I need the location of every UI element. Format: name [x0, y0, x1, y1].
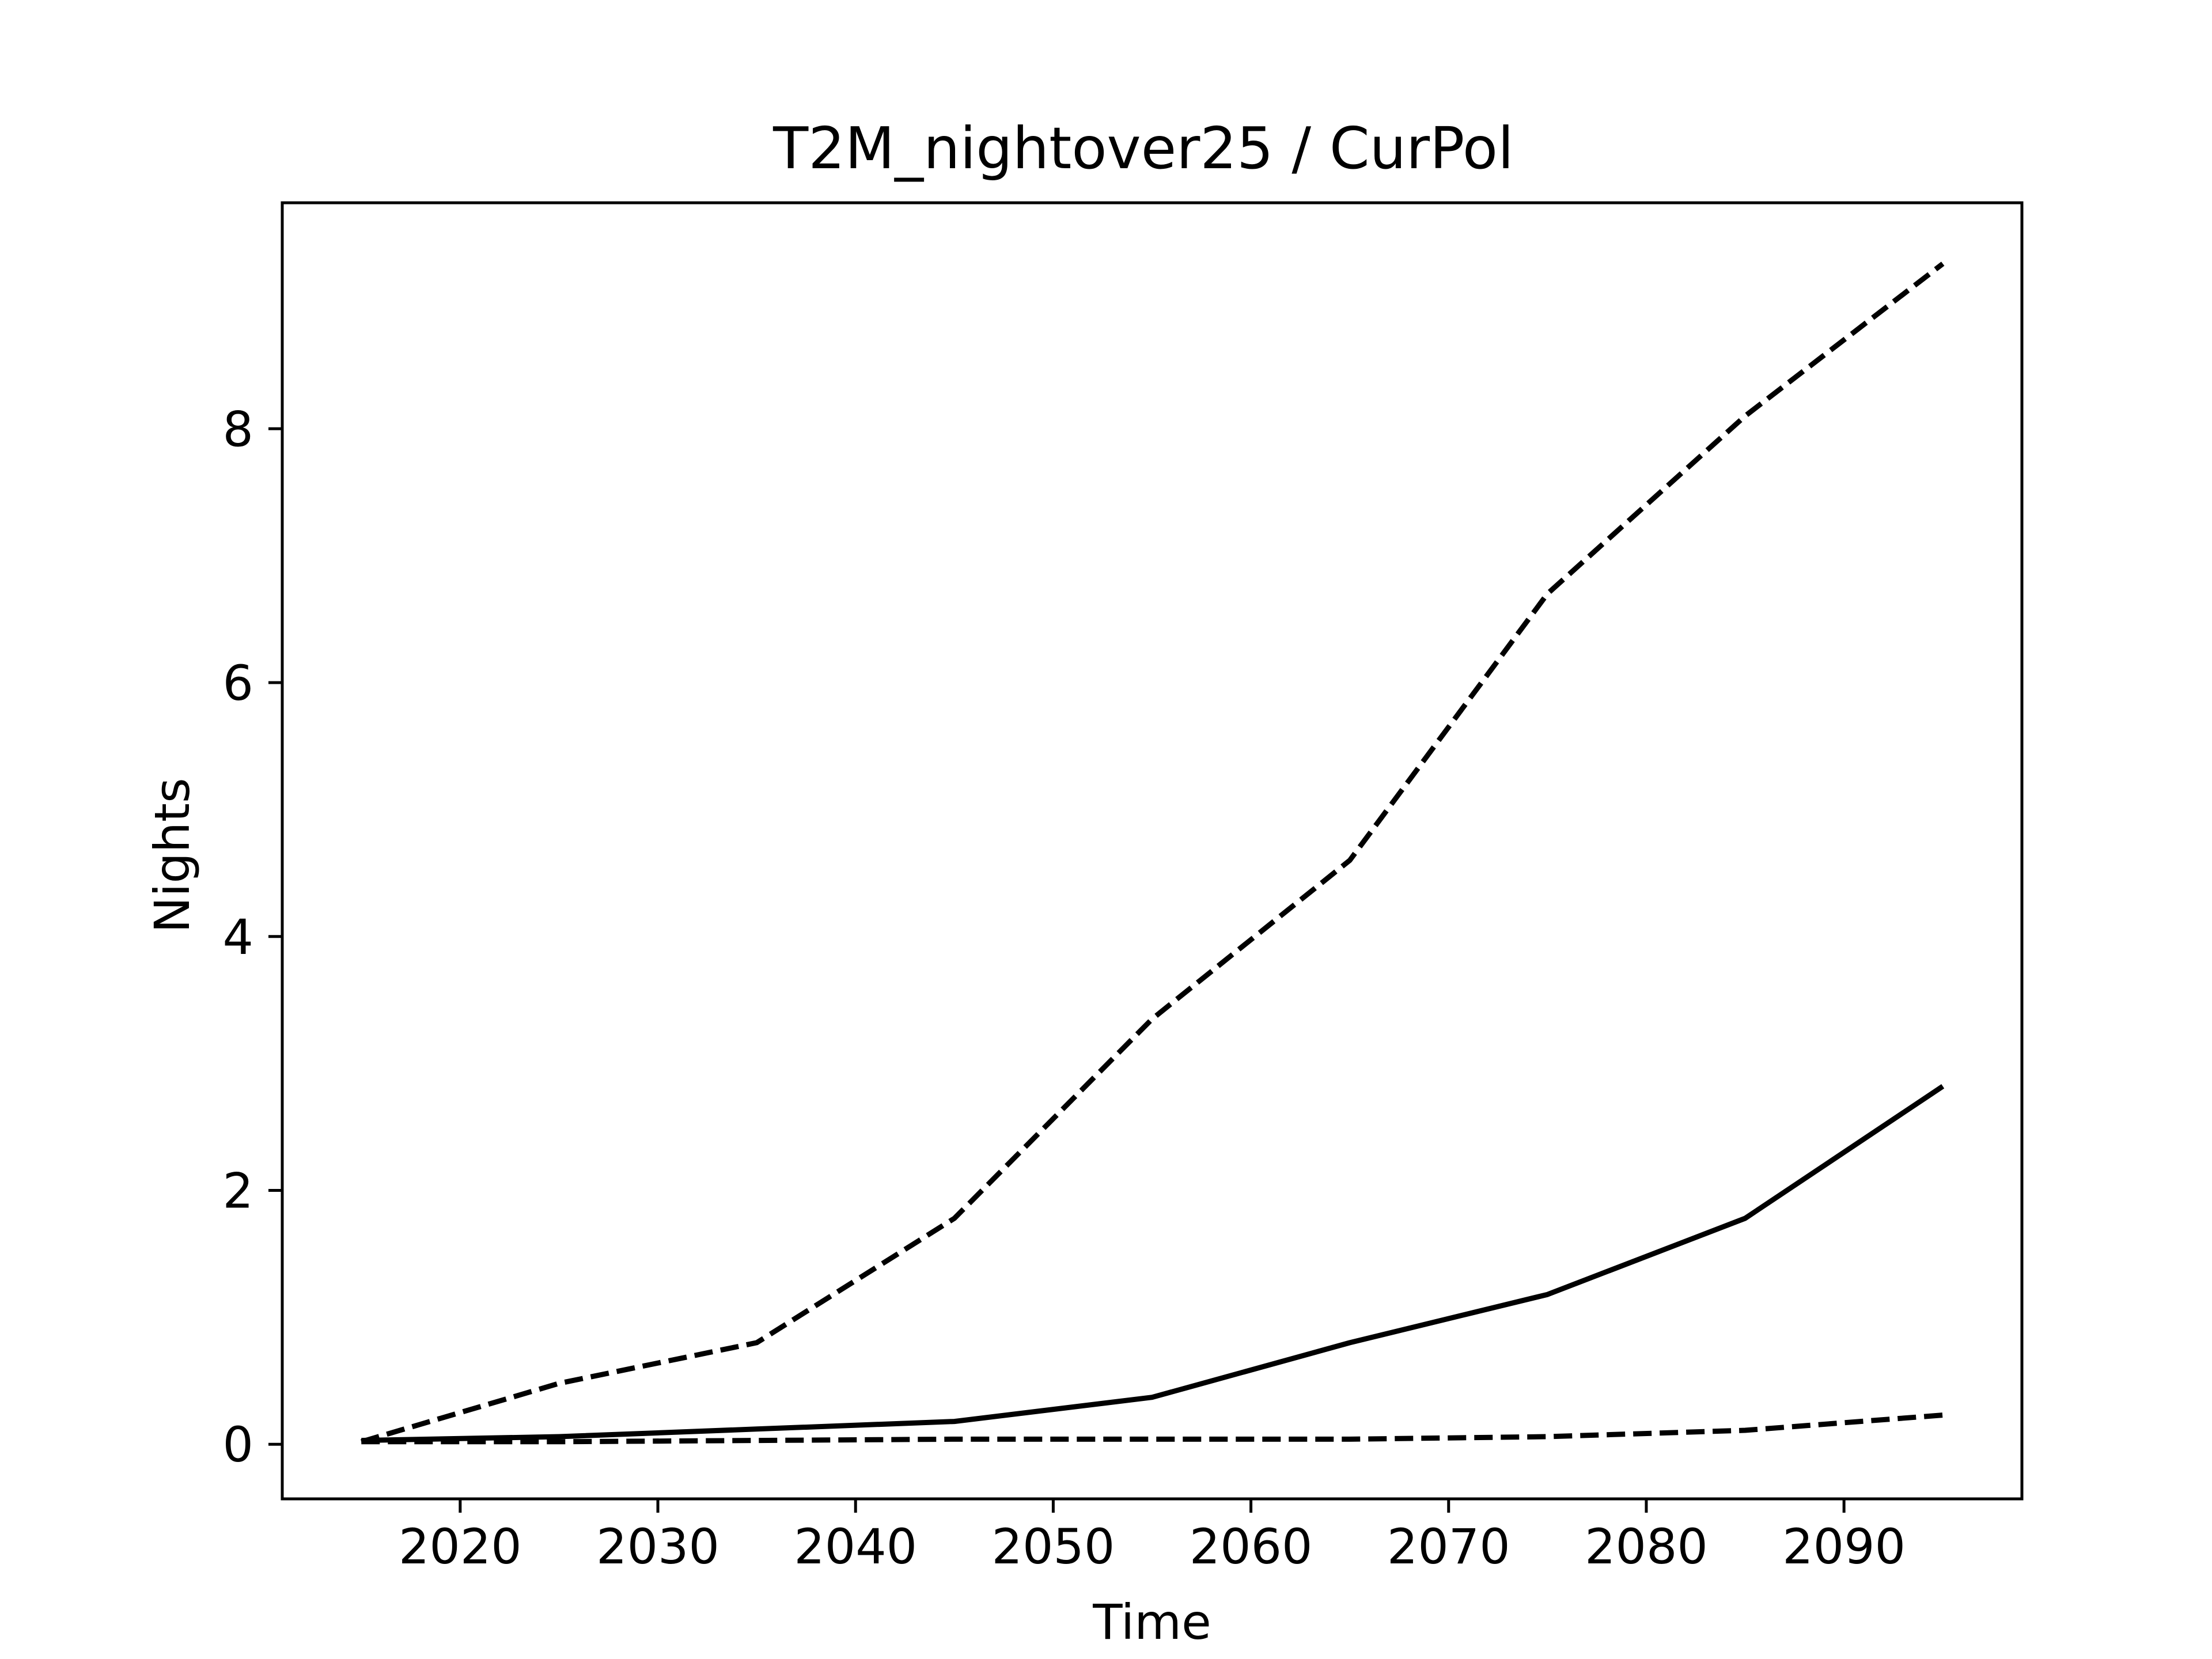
y-tick-label: 6 — [223, 655, 253, 711]
y-tick-label: 2 — [223, 1162, 253, 1219]
x-tick-label: 2080 — [1585, 1518, 1708, 1575]
x-tick-label: 2060 — [1190, 1518, 1313, 1575]
x-tick-label: 2070 — [1387, 1518, 1510, 1575]
plot-frame — [281, 201, 2024, 1501]
y-tick-label: 8 — [223, 401, 253, 457]
y-tick-label: 0 — [223, 1416, 253, 1473]
plot-area — [361, 262, 1945, 1445]
chart-title: T2M_nightover25 / CurPol — [772, 115, 1514, 182]
y-axis: 0 2 4 6 8 — [223, 401, 282, 1473]
x-tick-label: 2090 — [1782, 1518, 1906, 1575]
x-axis: 2020 2030 2040 2050 2060 2070 2080 2090 — [399, 1499, 1906, 1575]
x-tick-label: 2050 — [992, 1518, 1115, 1575]
y-axis-label: Nights — [144, 778, 200, 933]
x-tick-label: 2020 — [399, 1518, 522, 1575]
x-axis-label: Time — [1092, 1594, 1211, 1650]
series-line-3 — [361, 1412, 1944, 1445]
series-line-2 — [361, 1084, 1945, 1444]
x-tick-label: 2040 — [794, 1518, 917, 1575]
y-tick-label: 4 — [223, 909, 253, 965]
x-tick-label: 2030 — [596, 1518, 719, 1575]
series-line-1 — [361, 262, 1945, 1445]
